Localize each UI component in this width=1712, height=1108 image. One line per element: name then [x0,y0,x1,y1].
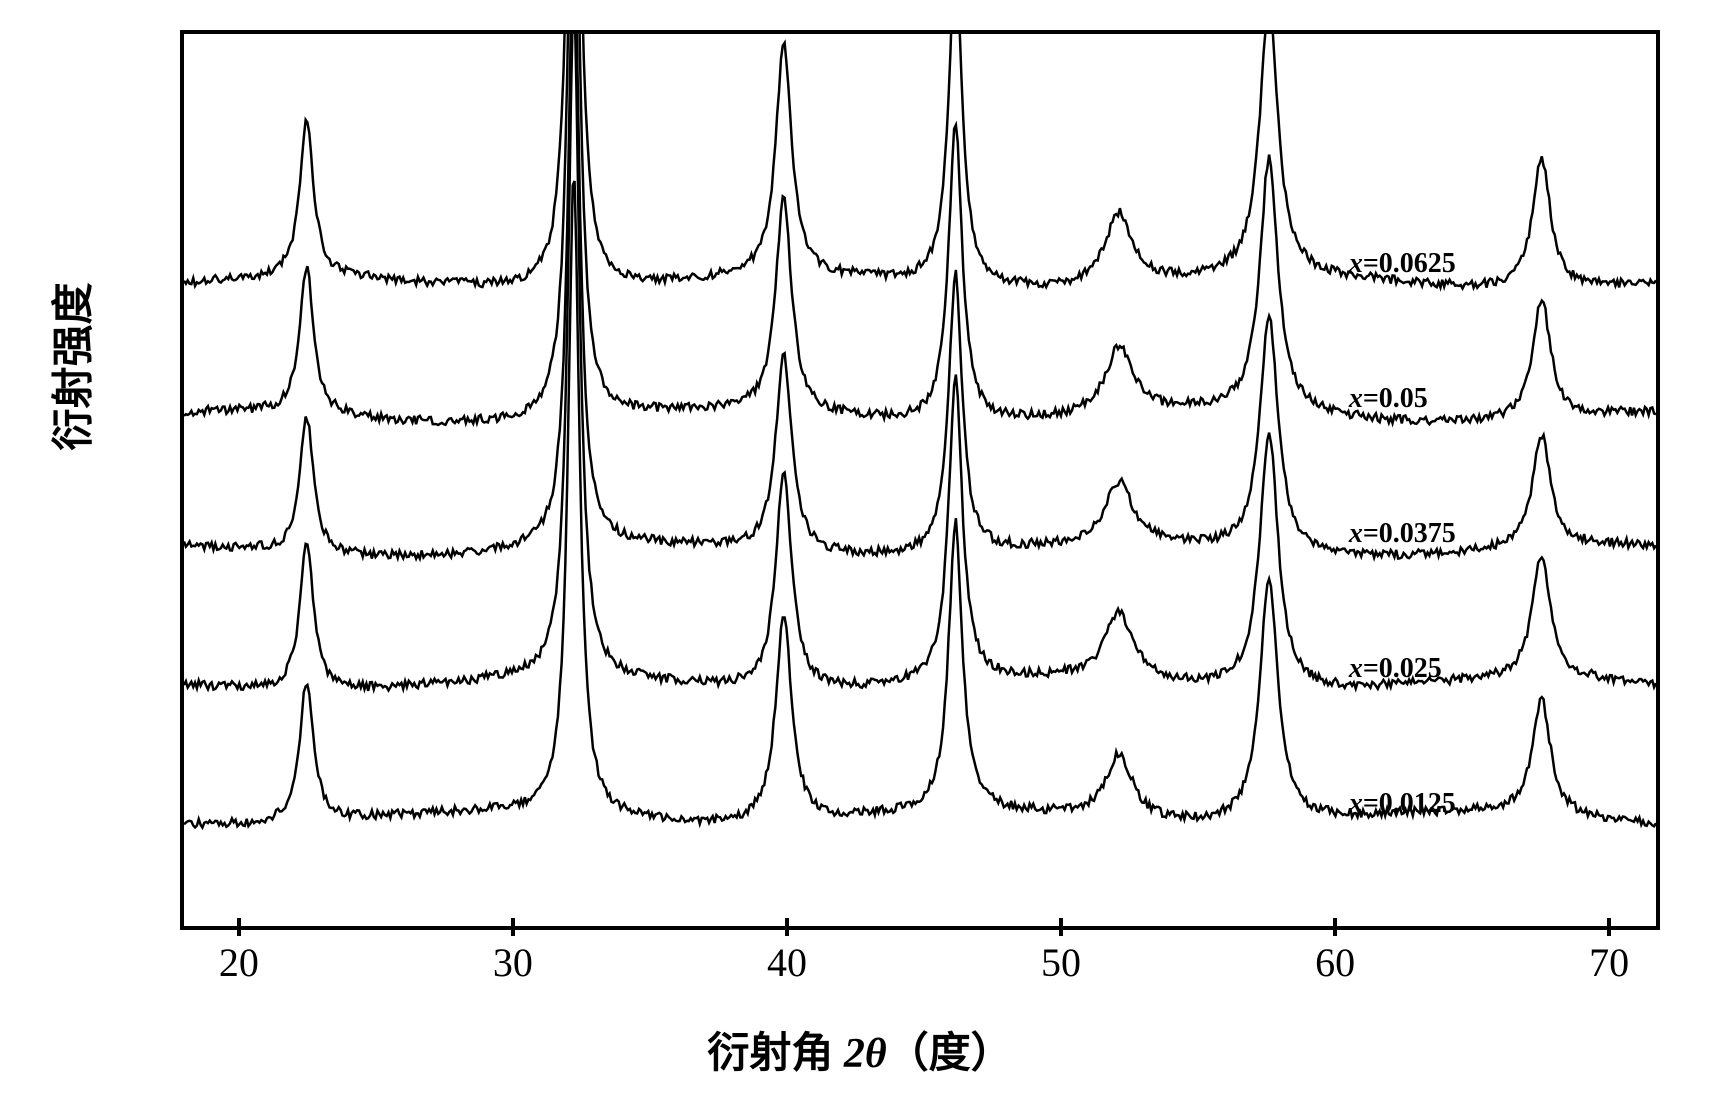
x-tick [1607,918,1611,936]
series-label-var: x [1349,788,1363,819]
x-tick [785,918,789,936]
plot-area: 203040506070x=0.0625x=0.05x=0.0375x=0.02… [180,30,1660,930]
series-label-var: x [1349,383,1363,414]
x-tick-label: 20 [219,939,259,986]
series-label: x=0.0125 [1349,788,1456,820]
x-axis-label-symbol: 2θ [844,1031,887,1077]
x-tick-label: 70 [1589,939,1629,986]
series-label-var: x [1349,518,1363,549]
series-label-var: x [1349,248,1363,279]
xrd-curve [184,34,1656,691]
x-tick-label: 30 [493,939,533,986]
x-tick [1059,918,1063,936]
x-tick [237,918,241,936]
xrd-chart: 衍射强度 衍射角 2θ（度） 203040506070x=0.0625x=0.0… [50,20,1670,1080]
xrd-curve [184,34,1656,425]
series-label-val: =0.025 [1363,653,1442,684]
series-label-val: =0.0125 [1363,788,1456,819]
xrd-curve [184,34,1656,559]
series-label: x=0.0625 [1349,248,1456,280]
series-label: x=0.05 [1349,383,1428,415]
x-axis-label-suffix: （度） [887,1031,1013,1077]
series-label-val: =0.05 [1363,383,1428,414]
x-axis-label: 衍射角 2θ（度） [707,1019,1012,1080]
series-label-var: x [1349,653,1363,684]
y-axis-label: 衍射强度 [40,282,101,450]
series-label: x=0.0375 [1349,518,1456,550]
x-tick-label: 50 [1041,939,1081,986]
x-tick [511,918,515,936]
series-label-val: =0.0625 [1363,248,1456,279]
x-axis-label-prefix: 衍射角 [707,1031,844,1077]
series-label: x=0.025 [1349,653,1442,685]
series-label-val: =0.0375 [1363,518,1456,549]
x-tick-label: 40 [767,939,807,986]
x-tick-label: 60 [1315,939,1355,986]
x-tick [1333,918,1337,936]
